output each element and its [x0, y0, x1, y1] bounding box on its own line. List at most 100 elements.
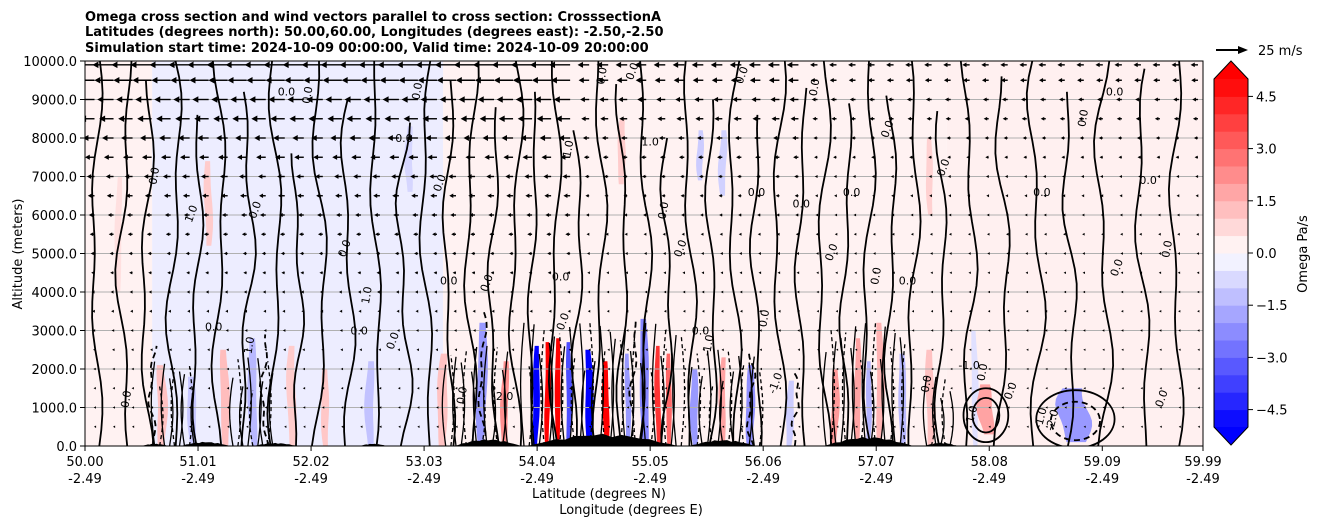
wind-vector-head [199, 154, 204, 160]
wind-vector-head [488, 212, 493, 218]
wind-vector-head [358, 309, 362, 313]
wind-vector-head [1063, 290, 1067, 294]
colorbar-extend-min [1214, 427, 1248, 445]
contour-line-dense [228, 377, 234, 446]
wind-vector-head [377, 290, 380, 294]
wind-vector-head [664, 329, 667, 332]
wind-vector-head [1082, 310, 1086, 313]
wind-vector-head [189, 76, 196, 84]
wind-vector-head [911, 310, 915, 313]
wind-vector-head [432, 232, 436, 237]
wind-vector-head [621, 155, 626, 160]
wind-vector-head [775, 174, 779, 179]
wind-vector-head [873, 271, 876, 275]
contour-line-zero [441, 80, 457, 446]
contour-line-zero [290, 153, 306, 446]
wind-vector-head [644, 309, 648, 313]
wind-vector-head [254, 134, 260, 142]
wind-vector-head [794, 174, 798, 179]
wind-vector-head [569, 425, 572, 428]
wind-vector-head [1022, 136, 1026, 140]
wind-vector-head [412, 212, 416, 218]
wind-vector-head [1121, 367, 1124, 371]
wind-vector-head [950, 406, 953, 409]
wind-vector-head [167, 290, 171, 294]
wind-vector-head [751, 96, 757, 103]
wind-vector-head [1023, 155, 1027, 159]
wind-vector-head [950, 348, 953, 351]
wind-vector-head [656, 96, 661, 103]
wind-vector-head [1006, 232, 1009, 236]
wind-vector-head [606, 271, 609, 275]
wind-vector-head [509, 271, 513, 275]
wind-vector-head [911, 252, 914, 255]
wind-vector-head [950, 425, 953, 428]
wind-vector-head [243, 271, 247, 275]
wind-vector-head [1175, 155, 1179, 159]
wind-vector-head [626, 425, 629, 428]
contour-line-dense [188, 366, 194, 446]
wind-vector-head [1003, 136, 1007, 140]
colorbar-level [1214, 374, 1248, 393]
y-axis: 0.0 1000.0 2000.0 3000.0 4000.0 5000.0 6000.0 7… [23, 55, 85, 455]
wind-vector-head [680, 194, 684, 198]
wind-vector-head [549, 367, 553, 371]
wind-vector-head [1057, 62, 1062, 68]
wind-vector-head [1078, 97, 1082, 102]
wind-vector-head [454, 329, 457, 332]
wind-vector-head [410, 174, 415, 179]
wind-vector-head [539, 134, 546, 142]
wind-vector-head [186, 290, 190, 294]
wind-vector-head [477, 96, 484, 103]
wind-vector-head [588, 425, 591, 428]
wind-vector-head [911, 271, 914, 275]
wind-vector-head [144, 193, 149, 198]
wind-vector-head [988, 329, 991, 332]
wind-vector-head [717, 155, 721, 160]
wind-vector-head [436, 386, 439, 390]
wind-vector-head [391, 174, 396, 179]
wind-vector-head [112, 348, 115, 352]
contour-line-dense [670, 344, 676, 446]
wind-vector-head [1121, 406, 1124, 409]
wind-vector-head [548, 309, 552, 313]
wind-vector-head [768, 77, 775, 84]
wind-vector-head [496, 96, 503, 103]
quiver-key-label: 25 m/s [1258, 44, 1303, 59]
wind-vector-head [113, 76, 120, 84]
wind-vector-head [1154, 116, 1159, 121]
wind-vector-head [759, 406, 763, 409]
wind-vector-head [207, 348, 210, 352]
wind-vector-head [794, 194, 798, 198]
wind-vector-head [1178, 367, 1181, 371]
wind-vector-head [297, 193, 302, 198]
wind-vector-head [699, 194, 703, 198]
wind-vector-head [949, 252, 952, 255]
wind-vector-head [625, 252, 628, 255]
wind-vector-head [206, 309, 209, 313]
contour-line-zero [959, 61, 979, 446]
wind-vector-head [928, 174, 932, 179]
wind-vector-head [1178, 406, 1181, 409]
colorbar-level [1214, 218, 1248, 237]
wind-vector-head [777, 290, 781, 294]
wind-vector-head [111, 309, 114, 313]
contour-line-zero [638, 61, 654, 446]
wind-vector-head [510, 61, 517, 69]
colorbar-level [1214, 357, 1248, 376]
wind-vector-head [357, 271, 361, 275]
wind-vector-head [620, 135, 625, 141]
wind-vector-head [1153, 78, 1158, 83]
wind-vector-head [1140, 310, 1143, 313]
wind-vector-head [317, 212, 321, 218]
contour-line-zero [907, 61, 922, 446]
wind-vector-head [663, 271, 666, 275]
wind-vector-head [779, 425, 782, 428]
wind-vector-head [1079, 136, 1083, 140]
wind-vector-head [737, 194, 741, 198]
wind-vector-head [1083, 387, 1086, 390]
contour-line-zero [526, 91, 538, 446]
wind-vector-head [1116, 116, 1121, 121]
wind-vector-head [969, 367, 972, 371]
wind-vector-head [853, 194, 856, 198]
